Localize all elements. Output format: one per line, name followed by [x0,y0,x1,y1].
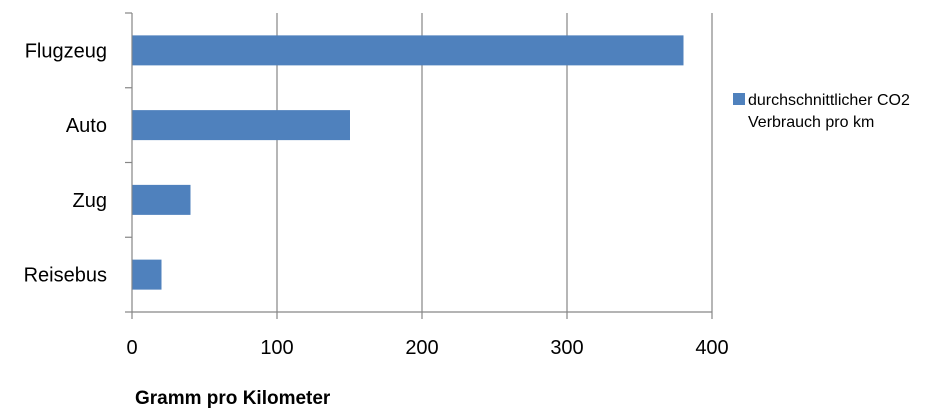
x-tick-label: 100 [260,337,293,359]
legend-swatch [733,93,745,105]
x-axis-title: Gramm pro Kilometer [135,388,331,409]
bar-flugzeug [132,35,684,66]
x-tick-label: 200 [405,337,438,359]
category-label: Reisebus [24,265,107,287]
legend-label: durchschnittlicher CO2 [748,92,910,109]
category-label: Auto [66,115,107,137]
category-label: Flugzeug [25,40,107,62]
legend-label: Verbrauch pro km [748,114,874,131]
x-tick-label: 400 [695,337,728,359]
bar-auto [132,110,350,141]
x-tick-label: 300 [550,337,583,359]
bar-zug [132,184,191,215]
category-label: Zug [73,190,107,212]
x-tick-label: 0 [126,337,137,359]
bar-reisebus [132,259,162,290]
